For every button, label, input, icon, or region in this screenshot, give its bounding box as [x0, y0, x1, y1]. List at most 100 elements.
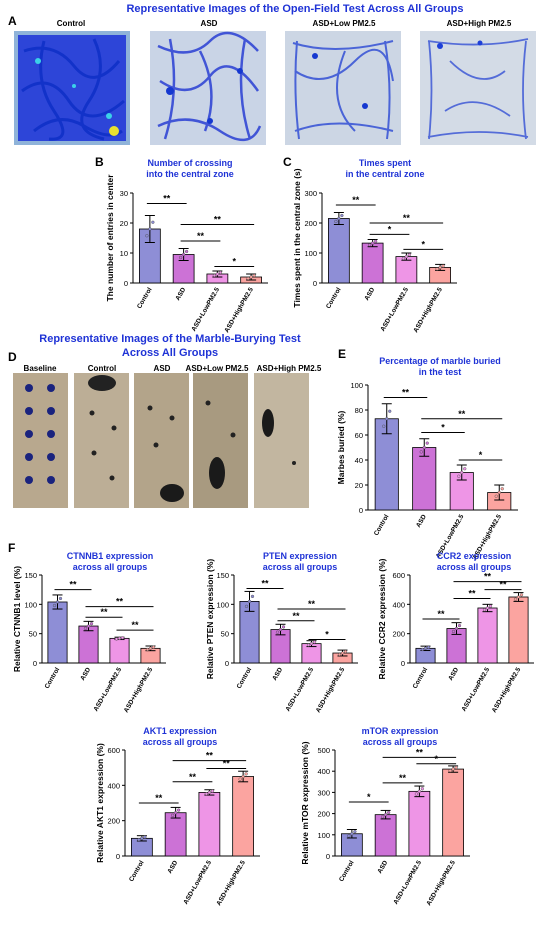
data-point	[435, 267, 439, 271]
data-point	[347, 834, 351, 838]
panel-letter-d: D	[8, 350, 17, 364]
open-field-label-asd: ASD	[200, 19, 218, 28]
y-axis-label: The number of entries in center	[105, 174, 115, 302]
data-point	[381, 815, 385, 819]
bar	[508, 596, 529, 664]
significance-label: **	[484, 572, 492, 582]
data-point	[350, 832, 354, 836]
y-axis-label: Relative CCR2 expression (%)	[377, 558, 387, 679]
x-tick-label: ASD	[166, 859, 179, 875]
data-point	[218, 270, 222, 275]
data-point	[182, 252, 186, 257]
x-tick-label: Control	[236, 666, 254, 690]
data-point	[334, 219, 338, 224]
data-point	[148, 646, 153, 650]
y-tick-label: 100	[24, 600, 37, 609]
significance-label: **	[399, 773, 407, 783]
y-tick-label: 80	[355, 406, 363, 415]
chart-title-line: across all groups	[263, 562, 338, 572]
data-point	[485, 606, 490, 610]
chart-title-line: across all groups	[143, 737, 218, 747]
significance-label: **	[292, 611, 300, 621]
chart-title-line: AKT1 expression	[143, 726, 217, 736]
data-point	[414, 792, 418, 796]
y-tick-label: 200	[304, 219, 317, 228]
data-point	[337, 652, 342, 657]
data-point	[210, 789, 214, 793]
chart-title-line: across all groups	[73, 562, 148, 572]
data-point	[52, 603, 57, 608]
x-tick-label: ASD+LowPM2.5	[93, 666, 124, 713]
marble-label-control: Control	[87, 364, 117, 373]
data-point	[151, 645, 156, 649]
data-point	[140, 836, 144, 840]
data-point	[387, 810, 391, 815]
y-tick-label: 400	[392, 600, 405, 609]
data-point	[215, 272, 219, 276]
data-point	[89, 622, 94, 626]
y-tick-label: 50	[221, 630, 229, 639]
y-tick-label: 0	[124, 279, 128, 288]
x-tick-label: Control	[412, 666, 430, 690]
marble-image-control	[74, 373, 129, 508]
data-point	[250, 594, 255, 599]
data-point	[463, 467, 467, 471]
data-point	[494, 494, 498, 498]
marble-image-high	[254, 373, 309, 508]
y-axis-label: Relative AKT1 expression (%)	[95, 743, 105, 863]
data-point	[145, 647, 150, 652]
y-tick-label: 200	[107, 817, 120, 826]
panel-letter: E	[338, 347, 346, 361]
data-point	[185, 249, 189, 254]
data-point	[448, 769, 452, 773]
data-point	[246, 276, 250, 281]
x-tick-label: Control	[338, 859, 356, 883]
y-tick-label: 100	[304, 249, 317, 258]
x-tick-label: ASD	[415, 513, 428, 529]
y-tick-label: 0	[225, 659, 229, 668]
significance-label: **	[69, 580, 77, 590]
open-field-label-high: ASD+High PM2.5	[446, 19, 512, 28]
significance-label: *	[367, 792, 371, 802]
data-point	[171, 813, 175, 817]
data-point	[454, 626, 459, 631]
significance-label: *	[388, 224, 392, 234]
significance-label: **	[197, 231, 205, 241]
chart-title-line: mTOR expression	[362, 726, 439, 736]
bar	[412, 447, 437, 511]
data-point	[417, 789, 421, 793]
significance-label: *	[232, 257, 236, 267]
x-tick-label: ASD+HighPM2.5	[315, 666, 347, 714]
data-point	[207, 790, 211, 794]
chart-title-line: into the central zone	[146, 169, 234, 179]
significance-label: **	[416, 747, 424, 757]
x-tick-label: ASD	[447, 666, 460, 682]
panel-letter: B	[95, 155, 104, 169]
significance-label: *	[441, 423, 445, 433]
y-tick-label: 0	[313, 279, 317, 288]
y-axis-label: Relative PTEN expression (%)	[205, 559, 215, 680]
x-tick-label: ASD+HighPM2.5	[491, 666, 523, 714]
x-tick-label: Control	[136, 286, 154, 310]
x-tick-label: Control	[128, 859, 146, 883]
marble-image-low	[193, 373, 248, 508]
bar	[47, 601, 68, 664]
chart-title-line: CTNNB1 expression	[67, 551, 154, 561]
open-field-label-control: Control	[56, 19, 86, 28]
data-point	[137, 838, 141, 842]
chart-title-line: across all groups	[363, 737, 438, 747]
significance-label: **	[437, 609, 445, 619]
significance-label: *	[479, 450, 483, 460]
bar	[164, 812, 187, 857]
data-point	[451, 629, 456, 634]
data-point	[385, 417, 389, 421]
significance-label: **	[499, 580, 507, 590]
data-point	[145, 234, 149, 238]
data-point	[143, 835, 147, 839]
chart-title-line: in the central zone	[345, 169, 424, 179]
data-point	[312, 640, 317, 644]
y-tick-label: 100	[350, 381, 363, 390]
